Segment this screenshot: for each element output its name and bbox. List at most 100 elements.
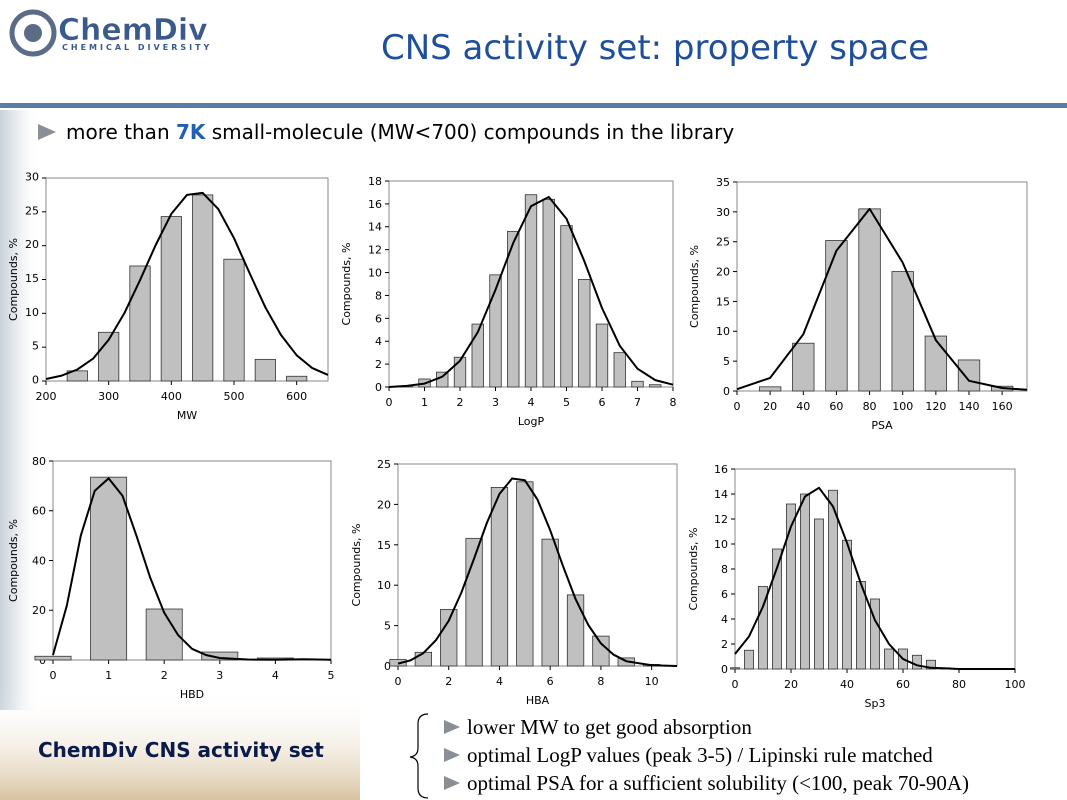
- x-tick-label: 8: [670, 396, 677, 409]
- y-tick-label: 2: [721, 638, 728, 651]
- y-tick-label: 20: [25, 238, 39, 251]
- bar: [744, 649, 754, 670]
- fit-curve: [397, 477, 678, 667]
- caption: ChemDiv CNS activity set: [38, 738, 324, 762]
- x-tick-label: 6: [547, 675, 554, 688]
- bullet-before: more than: [66, 120, 176, 144]
- logo-mark-core: [24, 24, 42, 42]
- y-tick-label: 40: [32, 554, 46, 567]
- bar: [792, 342, 815, 392]
- x-tick-label: 4: [528, 396, 535, 409]
- bullet-text: more than 7K small-molecule (MW<700) com…: [66, 120, 734, 144]
- y-tick-label: 2: [375, 358, 382, 371]
- x-tick-label: 5: [563, 396, 570, 409]
- x-tick-label: 1: [421, 396, 428, 409]
- y-tick-label: 15: [716, 295, 730, 308]
- bar: [90, 476, 128, 661]
- bar: [254, 358, 276, 382]
- bar: [595, 323, 609, 388]
- bar: [884, 648, 894, 670]
- bar: [828, 489, 838, 670]
- y-tick-label: 15: [25, 272, 39, 285]
- x-tick-label: 80: [952, 678, 966, 691]
- y-tick-label: 20: [32, 604, 46, 617]
- x-tick-label: 120: [925, 400, 946, 413]
- bar: [541, 538, 559, 667]
- bar: [814, 518, 824, 670]
- x-tick-label: 1: [105, 669, 112, 682]
- x-axis-title: LogP: [518, 415, 545, 428]
- x-tick-label: 6: [599, 396, 606, 409]
- y-tick-label: 20: [716, 266, 730, 279]
- x-tick-label: 600: [286, 390, 307, 403]
- x-tick-label: 0: [50, 669, 57, 682]
- x-tick-label: 200: [36, 390, 57, 403]
- y-tick-label: 10: [377, 579, 391, 592]
- y-axis-title: Compounds, %: [340, 243, 353, 326]
- bullet-after: small-molecule (MW<700) compounds in the…: [205, 120, 734, 144]
- bar: [772, 548, 782, 670]
- y-tick-label: 10: [368, 267, 382, 280]
- x-tick-label: 2: [161, 669, 168, 682]
- bar: [613, 352, 626, 388]
- y-tick-label: 16: [714, 463, 728, 476]
- bar: [924, 335, 948, 392]
- y-tick-label: 8: [375, 289, 382, 302]
- y-tick-label: 4: [375, 335, 382, 348]
- y-tick-label: 6: [721, 588, 728, 601]
- x-tick-label: 300: [98, 390, 119, 403]
- bar: [912, 654, 922, 670]
- fit-curve: [734, 486, 1015, 670]
- fit-curve: [45, 191, 329, 380]
- bar: [858, 208, 881, 392]
- y-tick-label: 10: [716, 325, 730, 338]
- y-tick-label: 25: [377, 458, 391, 471]
- bar: [524, 194, 538, 388]
- y-tick-label: 5: [723, 355, 730, 368]
- bar: [34, 655, 72, 661]
- bar: [489, 274, 502, 388]
- bar: [192, 194, 214, 382]
- y-tick-label: 5: [32, 340, 39, 353]
- x-tick-label: 100: [892, 400, 913, 413]
- y-tick-label: 25: [25, 204, 39, 217]
- y-tick-label: 8: [721, 563, 728, 576]
- x-tick-label: 60: [896, 678, 910, 691]
- y-tick-label: 0: [723, 385, 730, 398]
- bar: [825, 240, 848, 392]
- y-axis-title: Compounds, %: [688, 245, 701, 328]
- bar: [414, 651, 433, 667]
- x-tick-label: 7: [634, 396, 641, 409]
- logo-name: ChemDiv: [58, 13, 208, 48]
- y-tick-label: 25: [716, 236, 730, 249]
- y-tick-label: 35: [716, 176, 730, 189]
- bullet-marker: [38, 124, 56, 140]
- bar: [160, 216, 182, 382]
- bar: [957, 359, 981, 392]
- x-tick-label: 100: [1005, 678, 1026, 691]
- logo-subtitle: CHEMICAL DIVERSITY: [62, 43, 212, 52]
- bar: [223, 258, 245, 382]
- bar: [842, 539, 852, 670]
- y-tick-label: 4: [721, 613, 728, 626]
- y-tick-label: 80: [32, 455, 46, 468]
- note-marker: [444, 720, 460, 734]
- y-tick-label: 60: [32, 505, 46, 518]
- x-tick-label: 40: [840, 678, 854, 691]
- y-tick-label: 0: [721, 663, 728, 676]
- y-tick-label: 15: [377, 539, 391, 552]
- bar: [560, 225, 573, 388]
- bar: [649, 384, 662, 388]
- bar: [926, 659, 936, 670]
- plot-area: [736, 181, 1028, 392]
- x-tick-label: 60: [829, 400, 843, 413]
- background-bottom: [0, 690, 360, 800]
- x-tick-label: 8: [597, 675, 604, 688]
- bar: [566, 594, 585, 667]
- y-tick-label: 30: [25, 171, 39, 184]
- x-tick-label: 0: [734, 400, 741, 413]
- note: optimal PSA for a sufficient solubility …: [467, 771, 969, 795]
- x-tick-label: 0: [732, 678, 739, 691]
- header-rule: [0, 103, 1067, 108]
